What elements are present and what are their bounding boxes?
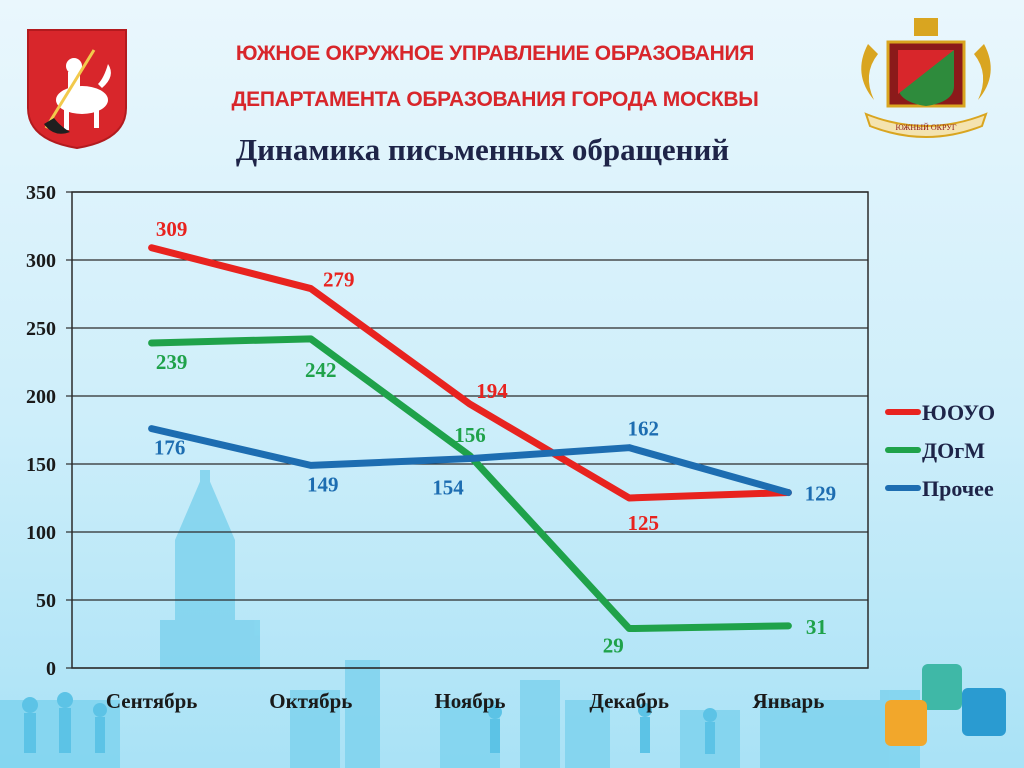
x-tick-label: Январь: [752, 689, 824, 713]
data-point: [309, 287, 312, 290]
data-label: 194: [476, 379, 508, 403]
data-point: [628, 446, 631, 449]
data-label: 29: [603, 634, 624, 658]
data-label: 162: [627, 417, 659, 441]
data-point: [787, 491, 790, 494]
moscow-coat-of-arms-icon: [27, 29, 127, 150]
axis-layer: 0 50 100 150 200 250 300 350 Сентябрь Октябрь Нояб…: [26, 182, 824, 713]
y-tick-label: 350: [26, 182, 56, 204]
y-tick-label: 0: [46, 658, 56, 680]
data-label: 149: [307, 472, 339, 496]
data-point: [150, 341, 153, 344]
y-tick-label: 300: [26, 250, 56, 272]
y-tick-label: 250: [26, 318, 56, 340]
x-tick-label: Ноябрь: [434, 689, 505, 713]
y-tick-label: 50: [36, 590, 56, 612]
data-point: [309, 464, 312, 467]
legend: ЮОУО ДОгМ Прочее: [885, 400, 995, 501]
grid-layer: [71, 191, 869, 669]
x-tick-label: Октябрь: [269, 689, 352, 713]
header-line-2: ДЕПАРТАМЕНТА ОБРАЗОВАНИЯ ГОРОДА МОСКВЫ: [231, 88, 759, 111]
data-point: [150, 427, 153, 430]
series-layer: [148, 244, 792, 633]
data-label: 125: [627, 511, 659, 535]
y-tick-label: 200: [26, 386, 56, 408]
legend-label: ЮОУО: [922, 400, 995, 425]
y-tick-label: 100: [26, 522, 56, 544]
data-label: 309: [156, 217, 188, 241]
data-label: 239: [156, 350, 188, 374]
data-point: [469, 403, 471, 406]
x-tick-label: Декабрь: [589, 689, 669, 713]
header-line-1: ЮЖНОЕ ОКРУЖНОЕ УПРАВЛЕНИЕ ОБРАЗОВАНИЯ: [235, 42, 755, 65]
data-point: [150, 246, 153, 249]
data-label: 154: [432, 476, 464, 500]
data-label: 242: [305, 358, 337, 382]
x-tick-label: Сентябрь: [106, 689, 198, 713]
data-point: [787, 624, 790, 627]
emblem-ribbon-text: ЮЖНЫЙ ОКРУГ: [895, 123, 956, 132]
data-label: 129: [805, 482, 837, 506]
data-label: 31: [806, 615, 827, 639]
data-label: 279: [323, 268, 355, 292]
southern-district-coat-of-arms-icon: ЮЖНЫЙ ОКРУГ: [861, 18, 991, 138]
y-tick-label: 150: [26, 454, 56, 476]
data-label: 176: [154, 436, 186, 460]
data-point: [628, 627, 631, 630]
legend-label: Прочее: [922, 476, 994, 501]
data-label: 156: [454, 423, 486, 447]
series-line-1: [148, 335, 792, 633]
legend-label: ДОгМ: [922, 438, 985, 463]
data-point: [469, 457, 471, 460]
data-point: [628, 497, 631, 499]
data-label-layer: 309 279 194 125 239 242 156 29 31 176 149 154 162 129: [154, 217, 836, 658]
data-point: [309, 337, 312, 340]
chart-title: Динамика письменных обращений: [235, 132, 730, 167]
